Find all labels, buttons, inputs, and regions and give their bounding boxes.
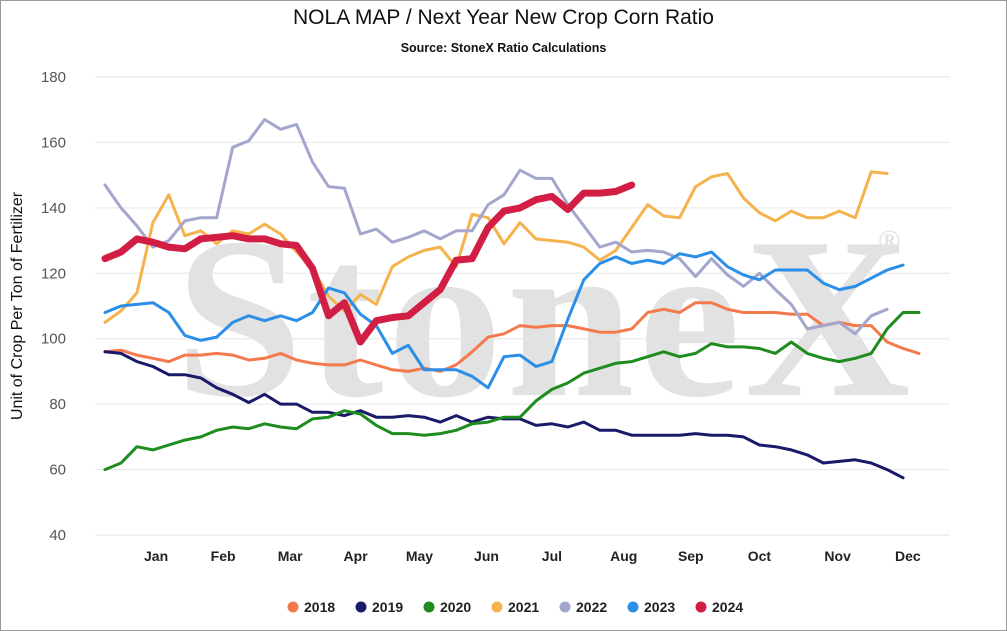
watermark-logo: StoneX [175, 190, 915, 445]
x-tick-label-may: May [406, 548, 433, 564]
grid-lines [95, 76, 950, 536]
legend-marker [355, 601, 367, 613]
legend-label: 2018 [304, 599, 335, 615]
x-tick-label-apr: Apr [344, 548, 369, 564]
series-lines [101, 118, 921, 480]
series-line-2021 [103, 170, 889, 324]
chart-title: NOLA MAP / Next Year New Crop Corn Ratio [293, 6, 714, 29]
x-tick-label-jul: Jul [542, 548, 562, 564]
legend-label: 2022 [576, 599, 607, 615]
legend-label: 2023 [644, 599, 675, 615]
x-tick-label-jan: Jan [144, 548, 168, 564]
chart-subtitle: Source: StoneX Ratio Calculations [400, 41, 607, 55]
x-tick-label-oct: Oct [748, 548, 772, 564]
y-tick-label: 140 [41, 200, 66, 217]
legend-marker [559, 601, 571, 613]
legend-marker [287, 601, 299, 613]
x-tick-label-dec: Dec [895, 548, 921, 564]
x-axis-ticks: Jan Feb Mar Apr May Jun Jul Aug Sep Oct Nov Dec [144, 548, 921, 564]
series-line-2019 [103, 350, 905, 480]
y-tick-label: 180 [41, 69, 66, 86]
y-tick-label: 80 [49, 396, 66, 413]
legend[interactable]: 2018 2019 2020 2021 2022 2023 2024 [287, 599, 744, 615]
y-tick-label: 160 [41, 134, 66, 151]
y-tick-label: 100 [41, 331, 66, 348]
stonex-watermark: StoneX® [175, 190, 915, 445]
series-line-2022 [103, 118, 889, 336]
legend-item-2024[interactable]: 2024 [695, 599, 744, 615]
x-tick-label-nov: Nov [824, 548, 851, 564]
x-tick-label-sep: Sep [678, 548, 704, 564]
legend-label: 2024 [712, 599, 743, 615]
legend-label: 2020 [440, 599, 471, 615]
series-line-2018 [103, 301, 921, 373]
legend-item-2018[interactable]: 2018 [287, 599, 336, 615]
legend-marker [423, 601, 435, 613]
y-tick-label: 60 [49, 462, 66, 479]
series-line-2023 [103, 250, 905, 390]
y-axis-ticks: 40 60 80 100 120 140 160 180 [41, 69, 66, 544]
legend-marker [627, 601, 639, 613]
y-axis-label: Unit of Crop Per Ton of Fertilizer [9, 191, 26, 420]
x-tick-label-mar: Mar [278, 548, 303, 564]
legend-item-2022[interactable]: 2022 [559, 599, 608, 615]
x-tick-label-aug: Aug [610, 548, 637, 564]
legend-item-2023[interactable]: 2023 [627, 599, 676, 615]
series-line-2020 [103, 311, 921, 472]
series-line-2024 [101, 181, 636, 346]
legend-marker [491, 601, 503, 613]
watermark-registered-mark: ® [878, 224, 900, 257]
y-tick-label: 120 [41, 265, 66, 282]
y-tick-label: 40 [49, 527, 66, 544]
legend-label: 2021 [508, 599, 539, 615]
legend-marker [695, 601, 707, 613]
legend-item-2020[interactable]: 2020 [423, 599, 472, 615]
x-tick-label-feb: Feb [211, 548, 236, 564]
legend-item-2021[interactable]: 2021 [491, 599, 540, 615]
x-tick-label-jun: Jun [474, 548, 499, 564]
legend-item-2019[interactable]: 2019 [355, 599, 404, 615]
legend-label: 2019 [372, 599, 403, 615]
